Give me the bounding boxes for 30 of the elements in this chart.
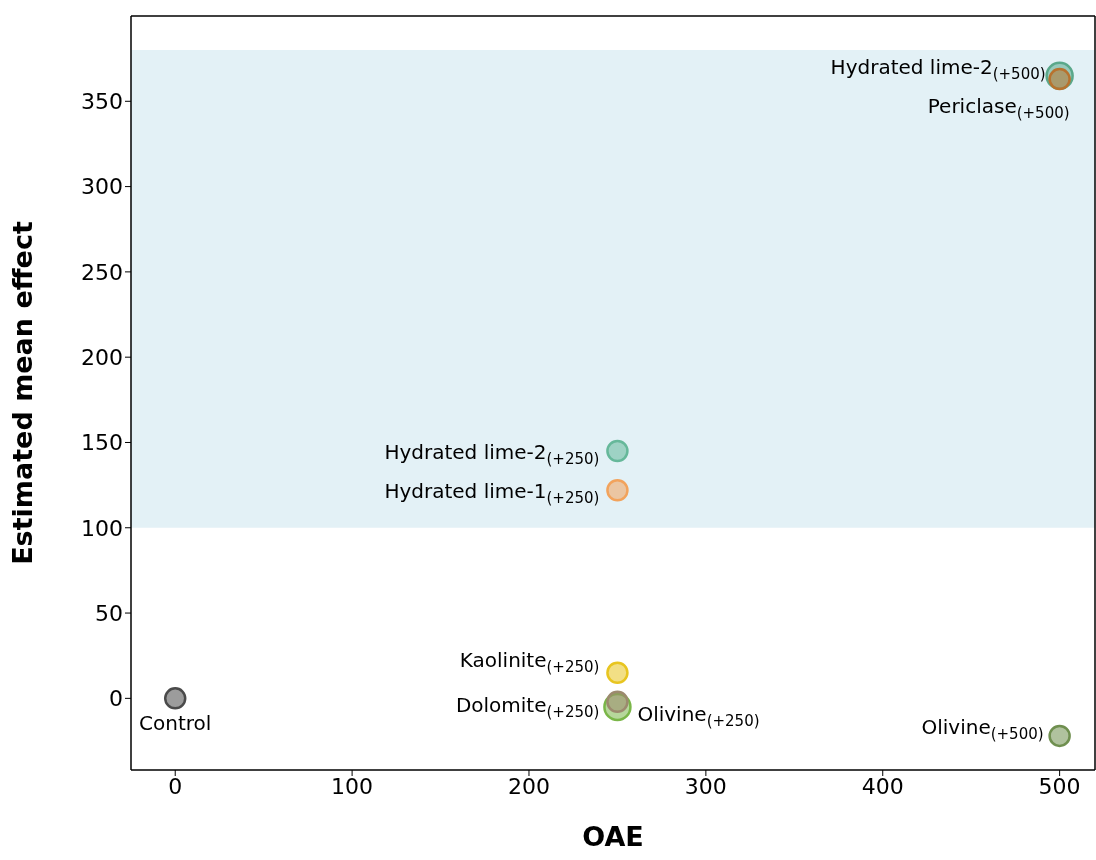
x-tick-label: 300	[684, 773, 727, 799]
x-tick-label: 500	[1038, 773, 1081, 799]
point	[606, 478, 629, 502]
x-tick-label: 100	[331, 773, 374, 799]
series-label: Hydrated lime-2$_{(+500)}$	[830, 54, 1046, 83]
series-label: Olivine$_{(+250)}$	[637, 701, 760, 730]
point	[606, 439, 629, 463]
y-tick-label: 350	[81, 89, 123, 115]
y-tick-label: 250	[81, 259, 123, 285]
y-tick-label: 300	[81, 174, 123, 200]
y-tick-label: 50	[95, 600, 123, 626]
y-tick-label: 200	[81, 344, 123, 370]
series-label: Control	[139, 711, 212, 736]
point	[163, 687, 187, 710]
y-tick-label: 150	[81, 430, 123, 456]
series-label: Periclase$_{(+500)}$	[927, 94, 1070, 122]
y-axis-title: Estimated mean effect	[6, 221, 38, 565]
series-label: Kaolinite$_{(+250)}$	[459, 647, 600, 676]
y-tick-label: 0	[109, 686, 123, 712]
series-label: Olivine$_{(+500)}$	[921, 714, 1044, 743]
x-tick-label: 200	[507, 773, 550, 799]
series-label: Hydrated lime-2$_{(+250)}$	[384, 440, 600, 468]
x-tick-label: 400	[861, 773, 904, 799]
point	[1048, 724, 1071, 748]
series-label: Hydrated lime-1$_{(+250)}$	[384, 479, 600, 507]
y-tick-label: 100	[81, 515, 123, 541]
point	[606, 661, 629, 685]
series-label: Dolomite$_{(+250)}$	[455, 692, 600, 721]
x-axis-title: OAE	[582, 821, 644, 852]
x-tick-label: 0	[168, 773, 183, 799]
